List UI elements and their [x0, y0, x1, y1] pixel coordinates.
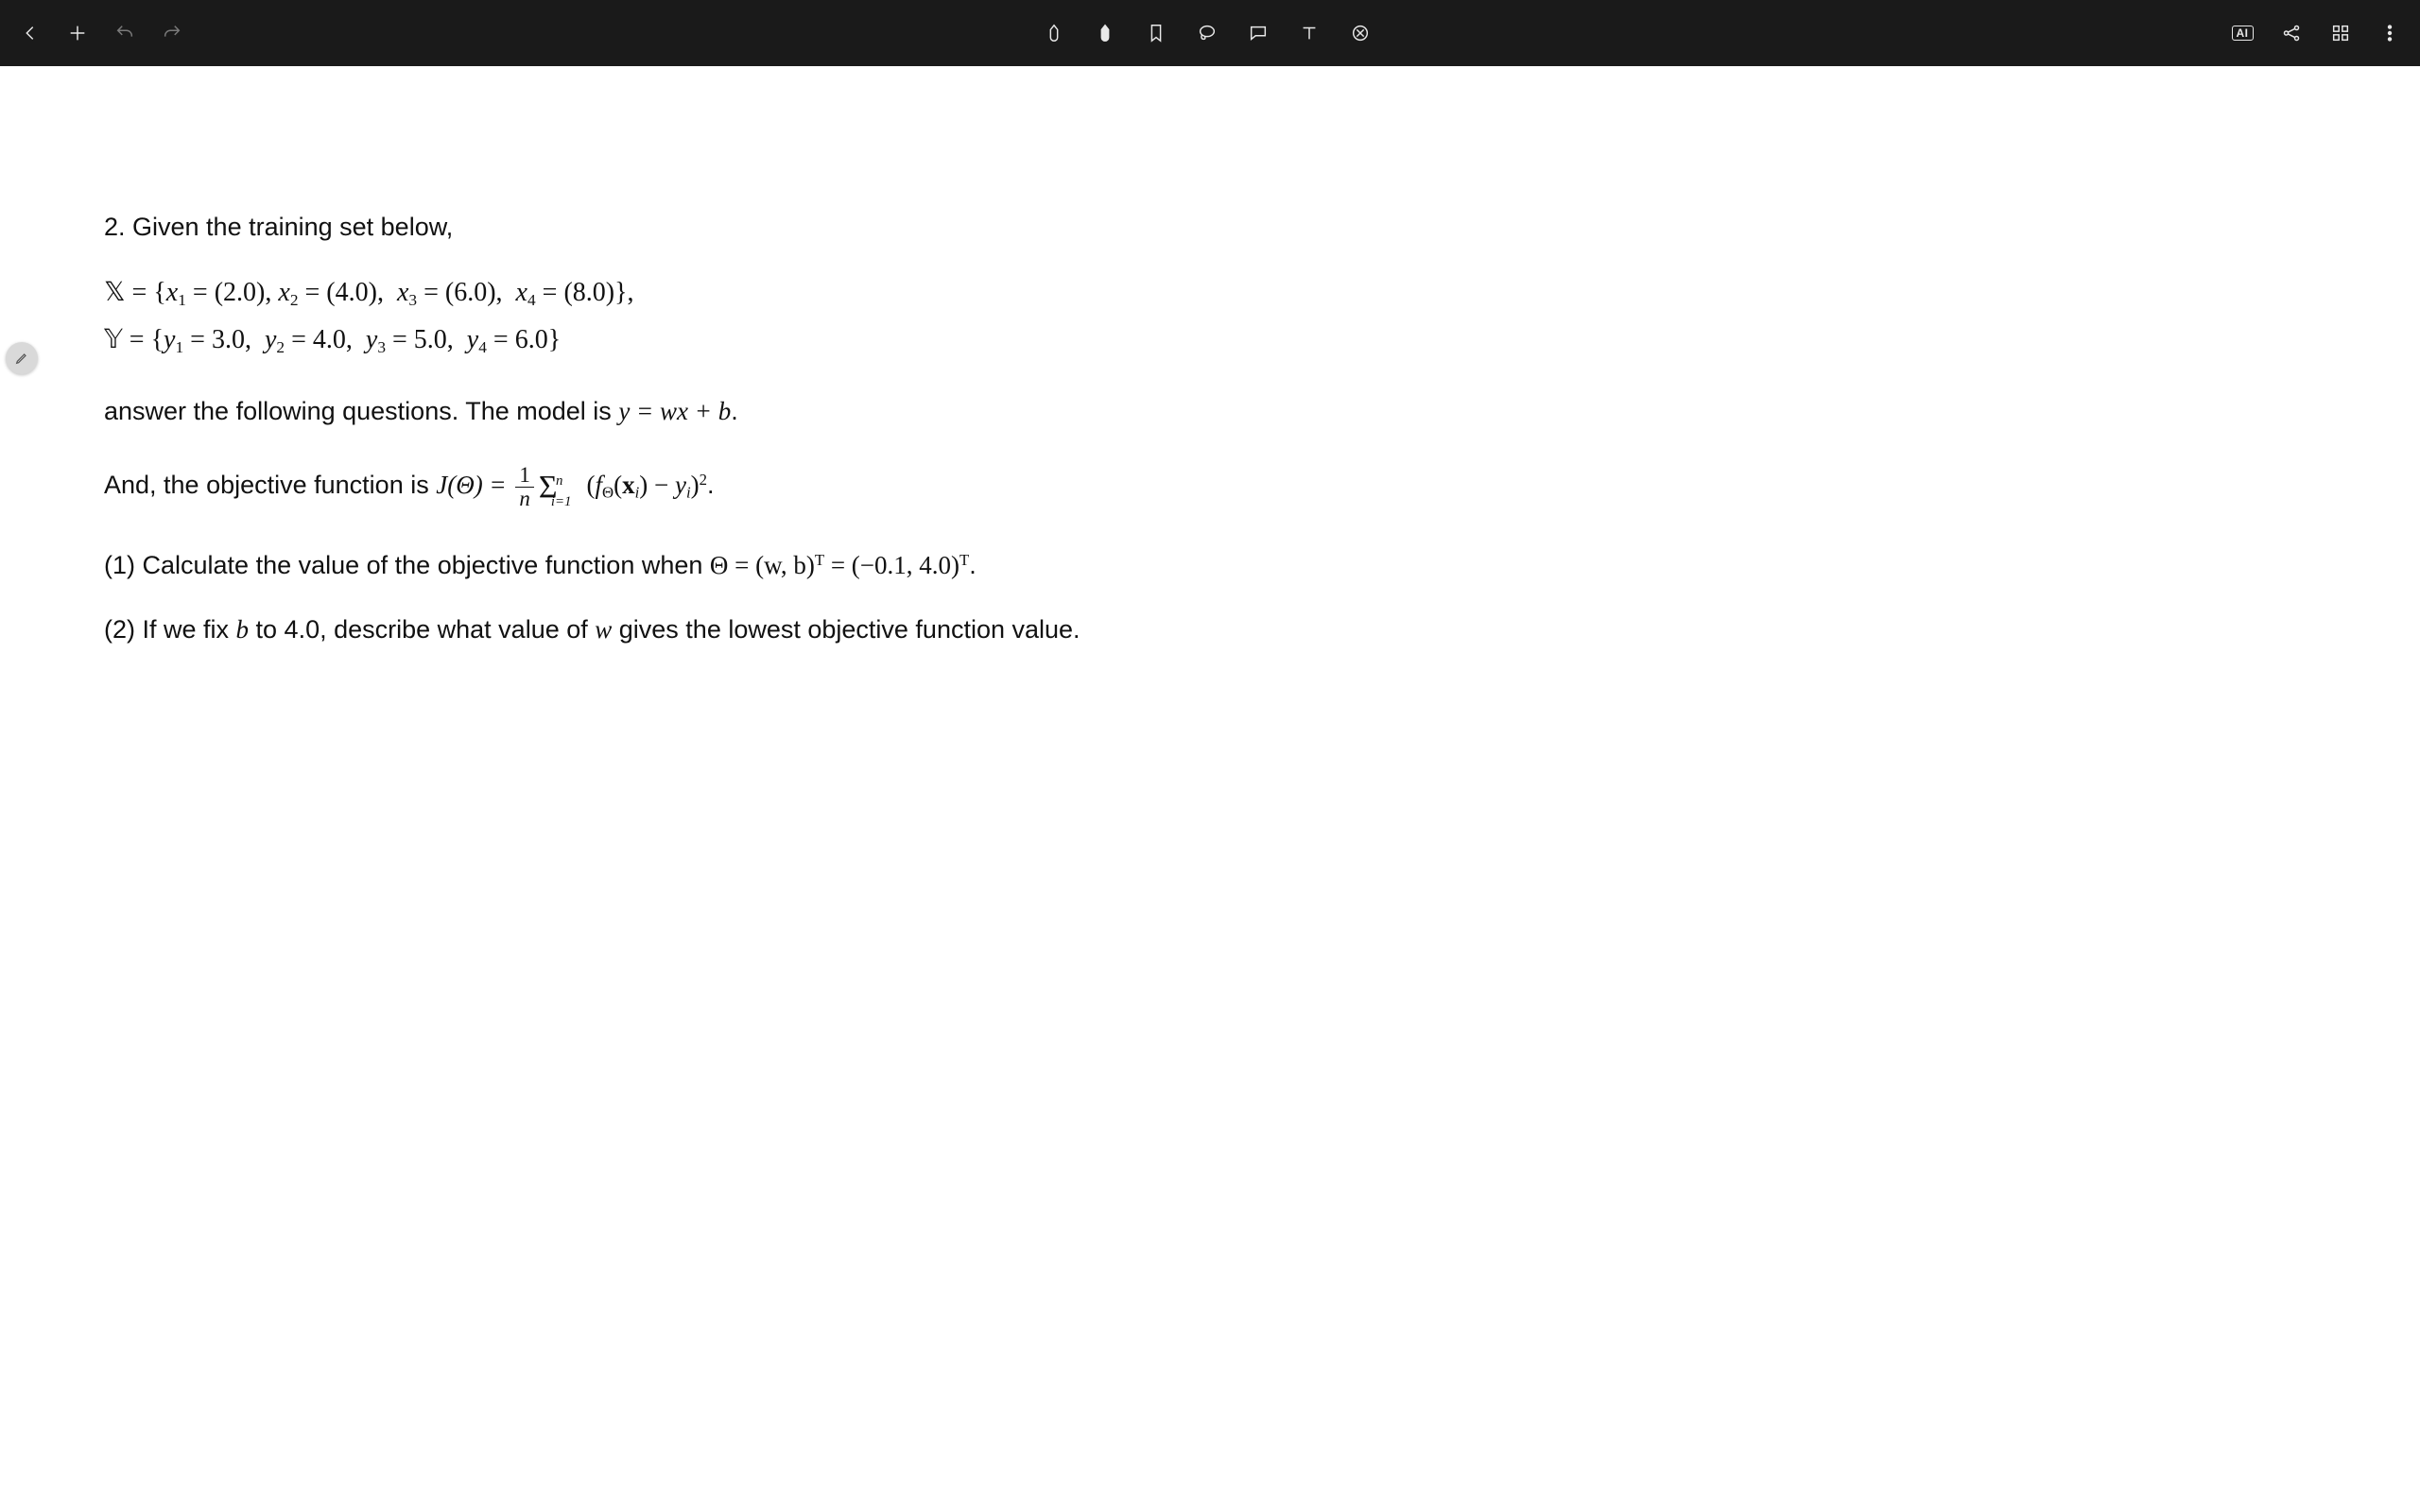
- obj-frac-den: n: [515, 488, 533, 510]
- x3-sub: 3: [408, 291, 417, 309]
- grid-icon: [2330, 23, 2351, 43]
- x4-val: (8.0): [563, 278, 614, 307]
- y2-sub: 2: [276, 337, 285, 355]
- more-button[interactable]: [2377, 20, 2403, 46]
- toolbar-center-group: [185, 20, 2229, 46]
- subquestion-2: (2) If we fix b to 4.0, describe what va…: [104, 610, 2316, 650]
- text-icon: [1299, 23, 1320, 43]
- obj-x-sub: i: [635, 484, 640, 502]
- pencil-icon: [14, 351, 29, 366]
- highlighter-tool[interactable]: [1143, 20, 1169, 46]
- q2-w: w: [595, 615, 612, 644]
- document-page: 2. Given the training set below, 𝕏 = {x1…: [0, 66, 2420, 1512]
- obj-tail: .: [707, 471, 715, 499]
- y3-sub: 3: [377, 337, 386, 355]
- set-x-line: 𝕏 = {x1 = (2.0), x2 = (4.0), x3 = (6.0),…: [104, 272, 2316, 314]
- toolbar-left-group: [17, 20, 185, 46]
- model-equation: y = wx + b: [618, 397, 731, 425]
- lasso-tool[interactable]: [1194, 20, 1220, 46]
- q2-b: b: [236, 615, 250, 644]
- obj-y: y: [675, 471, 686, 499]
- model-period: .: [731, 397, 738, 425]
- q1-tail: .: [969, 551, 977, 579]
- x2-sub: 2: [290, 291, 299, 309]
- back-icon: [20, 23, 41, 43]
- q2-mid: to 4.0, describe what value of: [249, 615, 595, 644]
- set-x-suffix: },: [614, 278, 633, 307]
- add-button[interactable]: [64, 20, 91, 46]
- training-sets: 𝕏 = {x1 = (2.0), x2 = (4.0), x3 = (6.0),…: [104, 272, 2316, 361]
- back-button[interactable]: [17, 20, 43, 46]
- obj-fraction: 1n: [515, 464, 533, 510]
- obj-minus: −: [648, 471, 675, 499]
- objective-line: And, the objective function is J(Θ) = 1n…: [104, 464, 2316, 510]
- more-icon: [2379, 23, 2400, 43]
- y4-val: 6.0: [515, 325, 548, 354]
- obj-sq: 2: [700, 471, 707, 489]
- set-y-prefix: 𝕐 = {: [104, 325, 164, 354]
- obj-sigma: Σni=1: [539, 472, 585, 504]
- obj-open: (: [587, 471, 596, 499]
- q2-c: gives the lowest objective function valu…: [612, 615, 1080, 644]
- obj-frac-num: 1: [515, 464, 533, 488]
- obj-lhs: J(Θ) =: [436, 471, 512, 499]
- q1-sup-b: T: [959, 551, 969, 569]
- pen-tool-2[interactable]: [1092, 20, 1118, 46]
- q2-a: (2) If we fix: [104, 615, 236, 644]
- q1-text: (1) Calculate the value of the objective…: [104, 551, 710, 579]
- q1-eq-mid: = (−0.1, 4.0): [824, 551, 959, 579]
- x3-val: (6.0): [445, 278, 496, 307]
- set-x-prefix: 𝕏 = {: [104, 278, 166, 307]
- model-pretext: answer the following questions. The mode…: [104, 397, 618, 425]
- ai-button[interactable]: AI: [2229, 20, 2256, 46]
- set-y-suffix: }: [548, 325, 561, 354]
- toolbar-right-group: AI: [2229, 20, 2403, 46]
- comment-tool[interactable]: [1245, 20, 1271, 46]
- ai-icon: AI: [2232, 26, 2254, 41]
- obj-sigma-hi: n: [556, 473, 562, 489]
- obj-pretext: And, the objective function is: [104, 471, 436, 499]
- model-line: answer the following questions. The mode…: [104, 392, 2316, 432]
- y1-sub: 1: [175, 337, 183, 355]
- pen-filled-icon: [1095, 23, 1115, 43]
- eraser-tool[interactable]: [1347, 20, 1374, 46]
- redo-icon: [162, 23, 182, 43]
- undo-button[interactable]: [112, 20, 138, 46]
- subquestion-1: (1) Calculate the value of the objective…: [104, 546, 2316, 586]
- x4-sub: 4: [527, 291, 536, 309]
- question-intro: 2. Given the training set below,: [104, 208, 2316, 248]
- share-icon: [2281, 23, 2302, 43]
- plus-icon: [67, 23, 88, 43]
- chat-icon: [1248, 23, 1269, 43]
- y4-sub: 4: [478, 337, 487, 355]
- pen-outline-icon: [1044, 23, 1064, 43]
- x1-sub: 1: [178, 291, 186, 309]
- edit-fab[interactable]: [6, 342, 38, 374]
- x1-val: (2.0): [215, 278, 266, 307]
- q1-eq-a: Θ = (w, b): [710, 551, 815, 579]
- set-y-line: 𝕐 = {y1 = 3.0, y2 = 4.0, y3 = 5.0, y4 = …: [104, 319, 2316, 361]
- obj-f-sub: Θ: [602, 484, 614, 502]
- obj-f: f: [596, 471, 603, 499]
- bookmark-icon: [1146, 23, 1167, 43]
- lasso-icon: [1197, 23, 1218, 43]
- y1-val: 3.0: [212, 325, 245, 354]
- obj-sigma-lo: i=1: [551, 494, 572, 509]
- undo-icon: [114, 23, 135, 43]
- top-toolbar: AI: [0, 0, 2420, 66]
- share-button[interactable]: [2278, 20, 2305, 46]
- y3-val: 5.0: [414, 325, 447, 354]
- q1-sup-a: T: [815, 551, 824, 569]
- eraser-icon: [1350, 23, 1371, 43]
- x2-val: (4.0): [326, 278, 377, 307]
- apps-button[interactable]: [2327, 20, 2354, 46]
- pen-tool-1[interactable]: [1041, 20, 1067, 46]
- obj-close: ): [691, 471, 700, 499]
- redo-button[interactable]: [159, 20, 185, 46]
- y2-val: 4.0: [313, 325, 346, 354]
- text-tool[interactable]: [1296, 20, 1322, 46]
- obj-x: x: [622, 471, 635, 499]
